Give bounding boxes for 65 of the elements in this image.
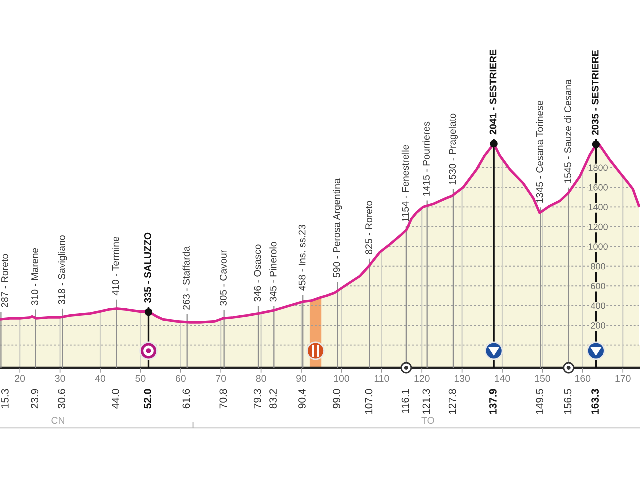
y-tick-label: 600	[591, 283, 606, 290]
annotation: 2035 - SESTRIERE	[592, 50, 599, 136]
text: TO	[422, 417, 434, 424]
x-tick-label: 30	[55, 375, 66, 382]
annotation: 1415 - Pourrieres	[422, 122, 430, 196]
x-tick-label: 70	[216, 375, 226, 382]
x-tick-label: 130	[454, 375, 470, 382]
x-tick-label: 110	[374, 375, 390, 382]
x-tick-label: 40	[95, 375, 106, 382]
x2-tick-label: 121.3	[422, 389, 430, 414]
x-tick-label: 160	[576, 375, 591, 382]
y-tick-label: 400	[590, 302, 606, 310]
annotation: 310 - Marene	[32, 248, 38, 306]
y-tick-label: 1200	[588, 224, 608, 230]
x2-tick-label: 52.0	[144, 389, 152, 409]
x2-tick-label: 137.9	[489, 389, 497, 414]
annotation: 458 - Ins. ss.23	[298, 225, 306, 291]
annotation: 345 - Pinerolo	[270, 242, 277, 302]
x2-tick-label: 44.0	[112, 389, 120, 409]
x2-tick-label: 107.0	[365, 389, 373, 414]
x-tick-label: 120	[414, 375, 430, 382]
x2-tick-label: 116.1	[402, 389, 410, 414]
x-tick-label: 60	[176, 375, 186, 382]
x2-tick-label: 61.6	[182, 389, 190, 409]
annotation: 305 - Cavour	[220, 250, 227, 306]
x2-tick-label: 79.3	[254, 389, 262, 409]
annotation: 1545 - Sauze di Cesana	[564, 80, 572, 184]
x-tick-label: 50	[136, 375, 146, 382]
x2-tick-label: 156.5	[564, 389, 572, 414]
x2-tick-label: 70.8	[220, 389, 228, 409]
annotation: 335 - SALUZZO	[144, 232, 152, 304]
y-tick-label: 200	[591, 322, 606, 329]
annotation: 590 - Perosa Argentina	[333, 178, 342, 278]
x2-tick-label: 30.6	[58, 389, 66, 409]
x-tick-label: 90	[296, 375, 307, 382]
x2-tick-label: 83.2	[270, 389, 277, 409]
x2-tick-label: 163.3	[592, 389, 599, 414]
x-tick-label: 170	[616, 375, 631, 382]
annotation: 263 - Staffarda	[182, 246, 190, 310]
y-tick-label: 1400	[588, 204, 608, 211]
x-tick-label: 20	[15, 375, 26, 382]
x2-tick-label: 127.8	[448, 389, 456, 414]
x-tick-label: 140	[495, 375, 510, 382]
annotation: 1345 - Cesana Torinese	[536, 100, 544, 203]
annotation: 825 - Roreto	[366, 201, 372, 254]
text: CN	[52, 417, 64, 424]
annotation: 1154 - Fenestrelle	[402, 145, 410, 222]
x2-tick-label: 90.4	[298, 389, 306, 409]
y-tick-label: 1800	[588, 164, 608, 172]
annotation: 1530 - Pragelato	[448, 114, 458, 185]
x2-tick-label: 149.5	[536, 389, 544, 414]
annotation: 318 - Savigliano	[58, 236, 68, 305]
annotation: 287 - Roreto	[1, 254, 8, 308]
annotation: 410 - Termine	[112, 236, 120, 296]
annotation: 2041 - SESTRIERE	[490, 50, 497, 135]
y-tick-label: 1000	[588, 244, 608, 250]
annotation: 346 - Osasco	[254, 244, 262, 302]
x-tick-label: 150	[535, 375, 550, 382]
x-tick-label: 100	[334, 375, 350, 382]
y-tick-label: 1600	[588, 184, 608, 191]
x2-tick-label: 99.0	[333, 389, 340, 409]
y-tick-label: 800	[591, 263, 606, 270]
x2-tick-label: 23.9	[31, 389, 39, 409]
x-tick-label: 80	[256, 375, 266, 382]
x2-tick-label: 15.3	[1, 389, 9, 408]
